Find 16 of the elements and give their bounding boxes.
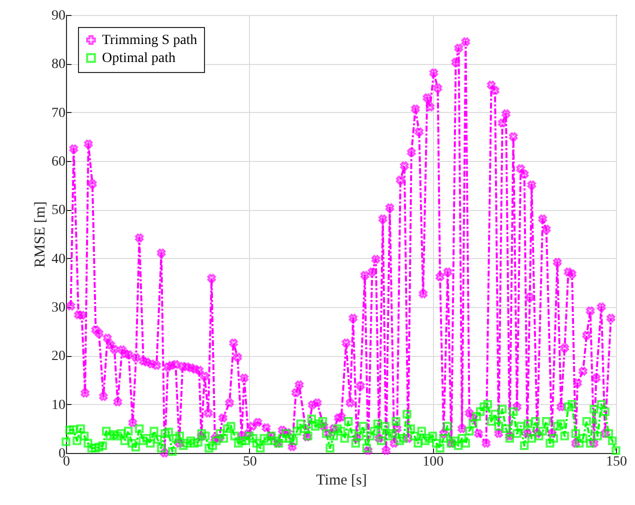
- y-axis-title: RMSE [m]: [32, 201, 48, 268]
- y-tick-label: 90: [52, 8, 66, 24]
- legend-label: Trimming S path: [102, 33, 198, 48]
- y-tick-label: 80: [52, 57, 66, 72]
- x-tick-label: 150: [606, 454, 627, 470]
- y-tick-label: 30: [52, 300, 66, 316]
- x-tick-label: 50: [242, 454, 257, 470]
- y-tick-label: 20: [52, 349, 66, 364]
- y-tick-label: 50: [52, 203, 66, 218]
- x-tick-label: 100: [422, 454, 444, 470]
- y-tick-label: 10: [52, 398, 66, 413]
- y-tick-label: 70: [52, 106, 66, 121]
- legend-label: Optimal path: [102, 51, 176, 66]
- y-tick-label: 60: [52, 154, 66, 170]
- y-tick-label: 40: [52, 252, 66, 267]
- x-axis-title: Time [s]: [316, 472, 367, 488]
